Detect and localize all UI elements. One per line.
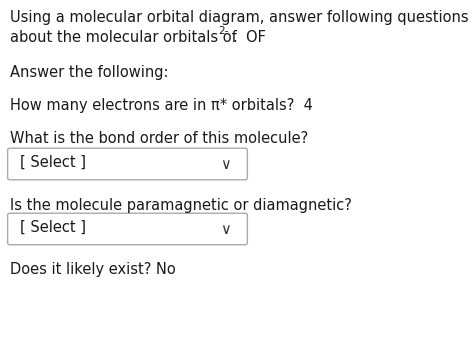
Text: [ Select ]: [ Select ]: [20, 155, 86, 170]
FancyBboxPatch shape: [8, 213, 247, 245]
Text: about the molecular orbitals of  OF: about the molecular orbitals of OF: [10, 30, 266, 45]
Text: ∨: ∨: [219, 221, 230, 237]
Text: Answer the following:: Answer the following:: [10, 65, 168, 80]
Text: How many electrons are in π* orbitals?  4: How many electrons are in π* orbitals? 4: [10, 98, 313, 113]
Text: [ Select ]: [ Select ]: [20, 220, 86, 235]
Text: .: .: [232, 30, 237, 45]
Text: 2-: 2-: [218, 26, 228, 36]
Text: ∨: ∨: [219, 157, 230, 172]
Text: Does it likely exist? No: Does it likely exist? No: [10, 262, 176, 277]
Text: Is the molecule paramagnetic or diamagnetic?: Is the molecule paramagnetic or diamagne…: [10, 198, 352, 213]
FancyBboxPatch shape: [8, 148, 247, 180]
Text: Using a molecular orbital diagram, answer following questions: Using a molecular orbital diagram, answe…: [10, 10, 469, 25]
Text: What is the bond order of this molecule?: What is the bond order of this molecule?: [10, 131, 308, 146]
